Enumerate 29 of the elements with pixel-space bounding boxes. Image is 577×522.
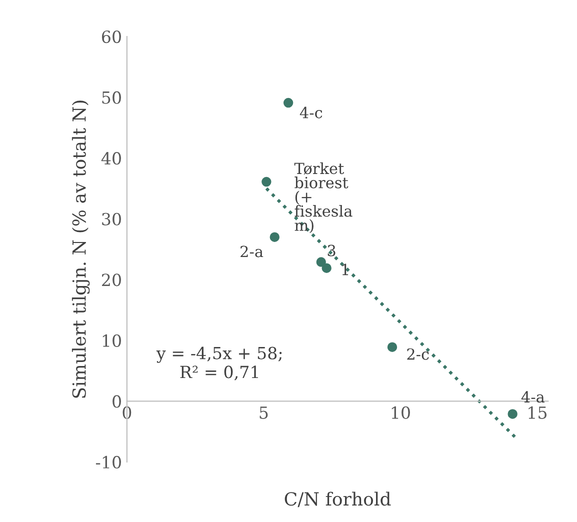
y-tick-label: -10 <box>96 456 121 469</box>
annotation: 4-c <box>300 106 322 118</box>
annotation: 1 <box>342 264 348 276</box>
y-tick-label: 40 <box>101 152 121 165</box>
y-tick-label: 10 <box>102 334 121 347</box>
y-axis-title: Simulert tilgjn. N (% av totalt N) <box>72 100 90 398</box>
annotation: 2-c <box>407 348 429 360</box>
point <box>270 232 280 242</box>
annotation: y = -4,5x + 58; R² = 0,71 <box>156 346 282 380</box>
y-tick-label: 60 <box>102 30 121 44</box>
y-tick-label: 30 <box>102 212 121 226</box>
point <box>508 409 518 419</box>
point <box>316 257 326 267</box>
point <box>387 342 398 352</box>
annotation: 4-a <box>521 391 544 403</box>
x-tick-label: 10 <box>392 406 410 419</box>
y-tick-label: 0 <box>112 395 121 408</box>
x-tick-label: 5 <box>260 406 268 419</box>
point <box>262 176 272 187</box>
y-tick-label: 20 <box>102 274 121 286</box>
x-axis-title: C/N forhold <box>284 492 391 508</box>
annotation: Tørket biorest (+ fiskesla m) <box>294 162 352 234</box>
annotation: 2-a <box>240 246 264 258</box>
x-tick-label: 0 <box>122 406 132 419</box>
annotation: 3 <box>328 244 336 256</box>
x-tick-label: 15 <box>528 406 547 419</box>
point <box>322 263 332 273</box>
y-tick-label: 50 <box>102 91 121 104</box>
point <box>283 98 294 108</box>
